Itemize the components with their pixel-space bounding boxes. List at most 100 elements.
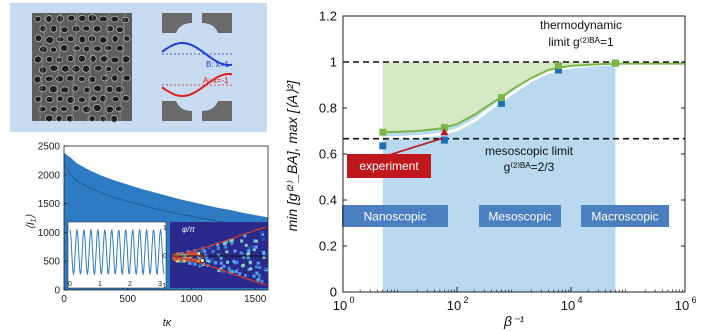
sem-hole [50,106,59,113]
phase-upper-envelope [171,226,267,256]
phase-speckle [191,262,195,266]
phase-hot-pixel [194,258,198,262]
phase-speckle [222,264,226,268]
sem-hole [87,35,97,43]
phase-hot-pixel [194,253,198,257]
white-curve [382,62,616,140]
sem-hole [88,75,97,83]
phase-hot-pixel [174,253,178,257]
sem-hole [45,114,54,122]
phase-speckle [178,253,182,257]
main-x-tick-exponent: 2 [463,295,468,305]
sem-hole [121,95,130,102]
phase-speckle [253,239,257,243]
blue-marker [554,66,562,74]
main-x-tick-exponent: 4 [577,295,582,305]
sem-hole [67,14,76,22]
phase-speckle [244,243,248,247]
sem-hole [49,46,58,53]
sem-hole [34,95,42,103]
sem-hole [123,35,131,42]
phase-speckle [211,250,215,254]
main-x-tick-label: 10 [333,298,347,313]
left-axes-frame [63,145,269,291]
sem-hole [88,115,96,122]
region-label-macroscopic: Macroscopic [591,210,658,224]
sem-hole [99,55,109,63]
mode-a-label: A: x=-1 [203,76,229,85]
sem-hole [92,104,102,112]
sem-hole [45,96,54,103]
phase-speckle [235,260,238,264]
schematic-svg: B: x=1 A: x=-1 [10,3,267,132]
left-y-axis-label: ⟨I₁⟩ [25,214,37,230]
phase-speckle [256,278,260,282]
phase-speckle [216,253,220,257]
sem-hole [45,36,55,44]
sem-ridge [87,12,94,122]
sem-ridge [119,12,126,122]
phase-speckle [193,262,197,266]
phase-speckle [219,261,223,265]
sem-hole [49,85,58,94]
sem-hole [55,75,65,83]
phase-speckle [247,249,251,252]
green-marker [379,128,387,136]
mirror-bottom-left [162,101,192,121]
phase-speckle [182,255,186,259]
sem-hole [38,85,47,92]
sem-hole [66,95,76,104]
sem-hole [99,94,107,103]
green-marker [497,94,505,102]
phase-speckle [244,273,247,277]
sem-hole [99,115,107,122]
phase-speckle [252,248,256,252]
phase-speckle [206,259,209,263]
phase-speckle [247,246,251,250]
phase-speckle [249,267,253,271]
blue-marker [497,99,505,107]
main-y-axis-label: min [g⁽²⁾_BA], max [⟨A⟩²] [284,79,300,231]
phase-speckle [198,264,202,268]
phase-speckle [234,270,238,274]
region-label-nanoscopic: Nanoscopic [364,210,427,224]
phase-speckle [252,274,256,278]
phase-speckle [214,261,218,265]
sem-ridge [103,12,110,122]
sine-trace [69,228,165,276]
sem-hole [60,26,69,33]
phase-hot-pixel [192,253,196,257]
green-marker [611,59,619,67]
sem-ridge [55,12,62,122]
experiment-box [347,154,431,178]
phase-speckle [260,279,264,283]
phase-inset: φ/π 1 0 -1 [160,222,269,290]
blue-marker [440,136,448,144]
sem-hole [82,64,91,73]
main-y-tick-label: 0.4 [319,193,337,208]
phase-speckle [255,265,258,269]
region-box-macroscopic [581,205,669,227]
sem-hole [89,54,97,63]
phase-speckle [262,255,266,259]
phase-speckle [183,256,187,260]
sem-hole [82,105,92,114]
sine-tick-label: 0 [68,281,72,288]
sem-hole [83,45,90,53]
phase-speckle [179,259,183,263]
phase-speckle [246,256,250,260]
phase-hot-pixel [175,257,179,261]
sem-hole [61,65,70,73]
main-y-tick-label: 0.6 [319,147,337,162]
sem-hole [55,56,63,63]
phase-hot-pixel [197,252,201,255]
sem-hole [45,55,54,63]
mirror-top-left [162,13,192,33]
phase-speckle [207,246,211,250]
phase-speckle [224,245,228,249]
sem-hole [78,14,87,22]
sem-hole [38,66,48,74]
sem-hole [110,15,119,23]
sem-hole [104,66,113,73]
